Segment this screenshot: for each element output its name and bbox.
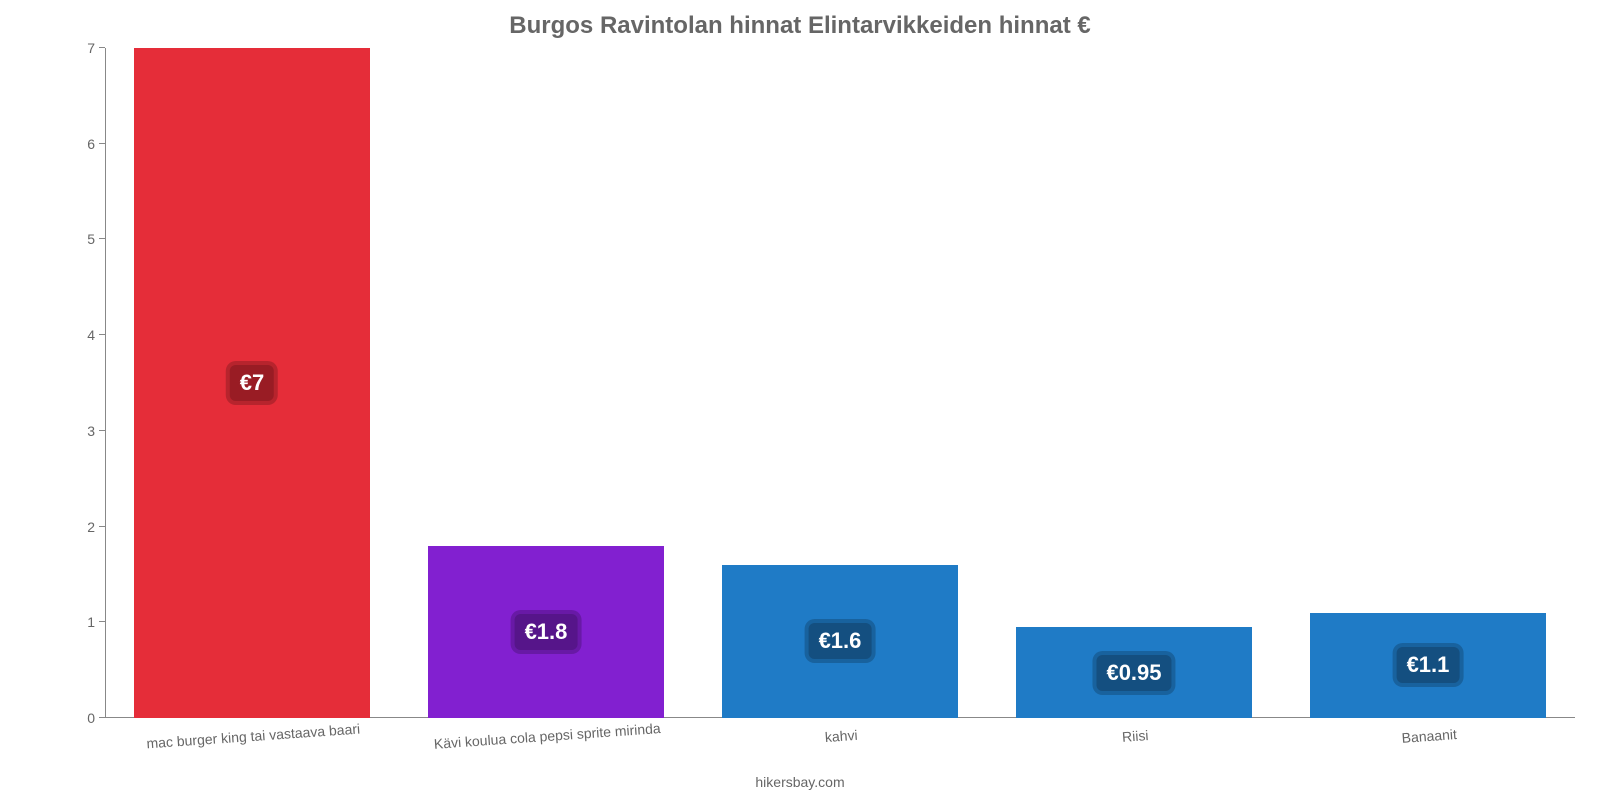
plot-area: 01234567 €7€1.8€1.6€0.95€1.1 mac burger … xyxy=(105,48,1575,718)
bar: €1.1 xyxy=(1310,613,1545,718)
y-tick-label: 5 xyxy=(87,231,105,247)
bar: €0.95 xyxy=(1016,627,1251,718)
value-badge: €0.95 xyxy=(1096,655,1171,691)
y-tick-label: 3 xyxy=(87,423,105,439)
x-axis-label: Riisi xyxy=(1121,717,1149,745)
chart-title: Burgos Ravintolan hinnat Elintarvikkeide… xyxy=(0,12,1600,40)
bar: €7 xyxy=(134,48,369,718)
y-tick-label: 4 xyxy=(87,327,105,343)
value-badge: €1.8 xyxy=(515,614,578,650)
value-badge: €1.1 xyxy=(1397,647,1460,683)
price-bar-chart: Burgos Ravintolan hinnat Elintarvikkeide… xyxy=(0,0,1600,800)
value-badge: €1.6 xyxy=(809,623,872,659)
bar: €1.8 xyxy=(428,546,663,718)
y-tick-label: 7 xyxy=(87,40,105,56)
value-badge: €7 xyxy=(230,365,274,401)
bars-container: €7 €1.8 €1.6 €0.95 €1.1 xyxy=(105,48,1575,718)
y-tick-label: 1 xyxy=(87,614,105,630)
x-axis-label: kahvi xyxy=(824,717,858,745)
y-tick-label: 6 xyxy=(87,136,105,152)
x-axis-label: Banaanit xyxy=(1400,716,1457,746)
bar: €1.6 xyxy=(722,565,957,718)
y-tick-label: 0 xyxy=(87,710,105,726)
chart-credit: hikersbay.com xyxy=(0,774,1600,790)
y-tick-label: 2 xyxy=(87,519,105,535)
